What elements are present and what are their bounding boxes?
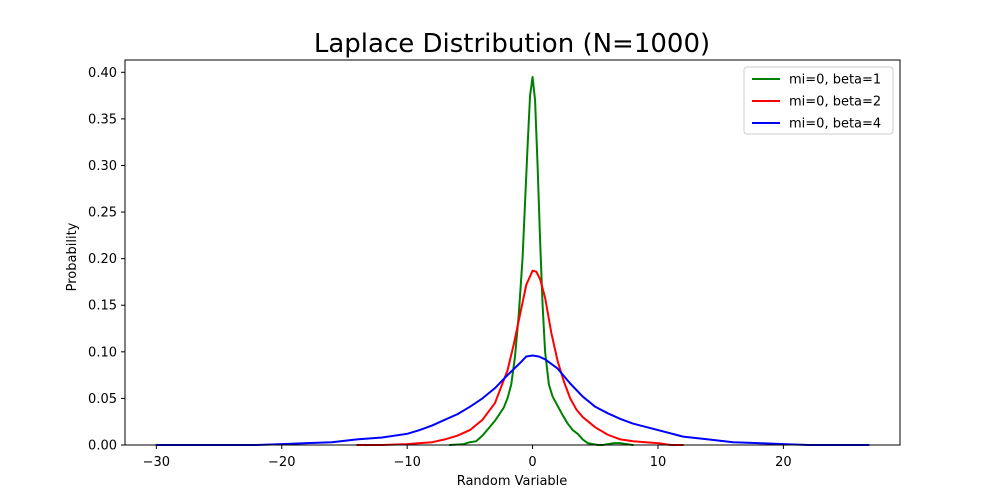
y-axis-label: Probability [65, 222, 80, 291]
x-tick-label: 0 [528, 455, 536, 470]
y-tick-label: 0.10 [88, 345, 117, 360]
y-tick-label: 0.35 [88, 112, 117, 127]
x-tick-label: 10 [650, 455, 667, 470]
y-tick-label: 0.30 [88, 159, 117, 174]
x-tick-label: −30 [143, 455, 170, 470]
axes: −30 −20 −10 0 10 20 0.00 0.05 0.10 0.15 0.20 0.25 0.… [88, 59, 901, 470]
axes-frame [124, 59, 901, 446]
y-tick-label: 0.05 [88, 392, 117, 407]
y-tick-label: 0.25 [88, 206, 117, 221]
y-tick-label: 0.00 [88, 439, 117, 454]
series-line-3 [155, 354, 870, 446]
y-tick-label: 0.15 [88, 299, 117, 314]
legend: mi=0, beta=1 mi=0, beta=2 mi=0, beta=4 [743, 66, 894, 135]
series-line-2 [356, 269, 685, 446]
legend-box [743, 66, 894, 135]
x-tick-label: −10 [393, 455, 420, 470]
x-tick-label: 20 [775, 455, 792, 470]
chart-title: Laplace Distribution (N=1000) [314, 29, 710, 59]
x-axis-label: Random Variable [457, 474, 568, 489]
legend-label-2: mi=0, beta=2 [789, 95, 881, 110]
x-tick-label: −20 [268, 455, 295, 470]
y-tick-label: 0.20 [88, 252, 117, 267]
legend-label-3: mi=0, beta=4 [789, 117, 881, 132]
y-tick-label: 0.40 [88, 66, 117, 81]
legend-label-1: mi=0, beta=1 [789, 73, 881, 88]
